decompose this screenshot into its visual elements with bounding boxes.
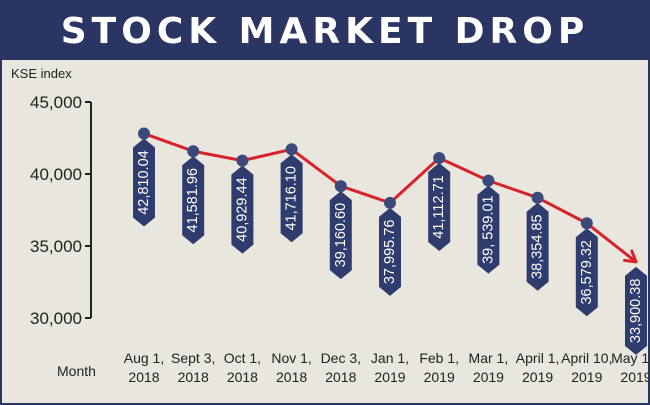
x-category-label: Dec 3, 2018 <box>321 350 361 385</box>
data-point <box>482 174 495 187</box>
data-point <box>187 145 200 158</box>
value-label: 41,716.10 <box>280 154 303 243</box>
value-label-box <box>280 154 303 243</box>
x-category-label: Nov 1, 2018 <box>271 350 311 385</box>
line-chart: KSE index Month 30,000 35,000 40,000 45,000… <box>11 66 648 385</box>
y-ticks: 30,000 35,000 40,000 45,000 <box>30 93 91 328</box>
value-label-text: 40,929.44 <box>234 177 250 242</box>
data-point <box>531 191 544 204</box>
value-label: 41,581.96 <box>182 156 205 245</box>
value-label: 33,900.38 <box>625 266 647 355</box>
y-tick-label: 30,000 <box>30 309 82 328</box>
series-line <box>138 127 638 264</box>
chart-title: STOCK MARKET DROP <box>60 10 590 52</box>
x-category-label: April 1, 2019 <box>516 350 560 385</box>
y-tick-label: 45,000 <box>30 93 82 112</box>
data-point <box>433 151 446 164</box>
value-label: 39, 539.01 <box>477 185 500 274</box>
value-label-text: 39, 539.01 <box>480 195 496 264</box>
value-label-box <box>379 207 401 296</box>
value-label: 36,579.32 <box>575 228 598 317</box>
value-label-box <box>182 156 205 245</box>
value-label-box <box>231 165 254 254</box>
value-label-box <box>526 202 549 291</box>
value-label: 42,810.04 <box>133 138 155 227</box>
value-label-text: 41,112.71 <box>431 175 447 238</box>
x-category-label: Sept 3, 2018 <box>171 350 215 385</box>
x-axis-title: Month <box>57 363 96 379</box>
y-tick-label: 35,000 <box>30 237 82 256</box>
x-category-label: Mar 1, 2019 <box>469 350 509 385</box>
value-label-text: 38,354.85 <box>530 214 546 279</box>
value-label-text: 41,581.96 <box>185 168 201 233</box>
value-label-text: 36,579.32 <box>579 240 595 305</box>
value-label: 41,112.71 <box>428 162 451 251</box>
y-axis-title: KSE index <box>11 66 72 81</box>
value-label-box <box>329 191 352 280</box>
value-label-text: 33,900.38 <box>628 279 644 344</box>
value-label-text: 42,810.04 <box>136 150 152 215</box>
value-label-box <box>575 228 598 317</box>
x-category-label: Oct 1, 2018 <box>224 350 261 385</box>
value-label-box <box>428 162 451 251</box>
value-label-text: 41,716.10 <box>284 166 300 231</box>
data-point <box>138 127 150 140</box>
x-category-label: April 10, 2019 <box>561 350 612 385</box>
x-category-label: Feb 1, 2019 <box>419 350 459 385</box>
title-bar: STOCK MARKET DROP <box>2 2 648 60</box>
value-label: 40,929.44 <box>231 165 254 254</box>
value-labels: 42,810.04 41,581.96 40,929.44 41,716.10 39,1… <box>133 138 647 355</box>
y-tick-label: 40,000 <box>30 165 82 184</box>
data-point <box>285 143 298 156</box>
value-label-text: 37,995.76 <box>382 220 398 285</box>
value-label-text: 39,160.60 <box>333 203 349 268</box>
value-label: 39,160.60 <box>329 191 352 280</box>
data-point <box>384 196 396 209</box>
value-label-box <box>477 185 500 274</box>
value-label-box <box>625 266 647 355</box>
x-category-label: May 13,2019 <box>611 350 648 385</box>
data-point <box>334 180 347 193</box>
x-category-label: Aug 1, 2018 <box>124 350 164 385</box>
data-point <box>580 217 593 230</box>
data-point <box>236 154 249 167</box>
value-label-box <box>133 138 155 227</box>
x-category-label: Jan 1, 2019 <box>371 350 409 385</box>
value-label: 38,354.85 <box>526 202 549 291</box>
data-point-arrow <box>622 249 638 264</box>
value-label: 37,995.76 <box>379 207 401 296</box>
